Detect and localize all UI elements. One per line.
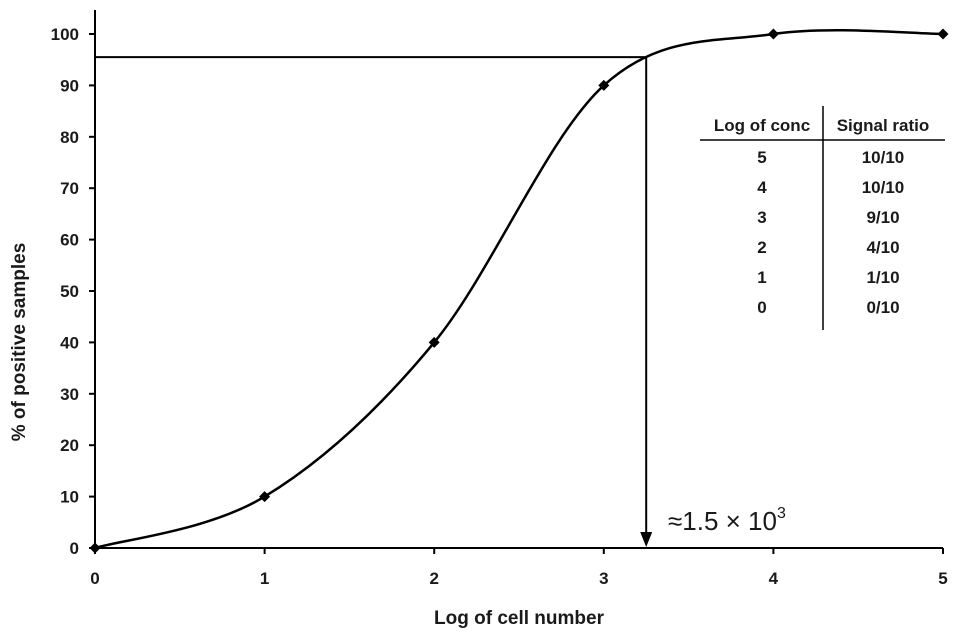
x-ticks: 0 1 2 3 4 5 (90, 548, 948, 588)
x-tick-label: 2 (429, 569, 438, 588)
y-tick-label: 60 (60, 231, 79, 250)
y-tick-label: 10 (60, 488, 79, 507)
table-cell-conc: 5 (757, 148, 766, 167)
table-cell-conc: 4 (757, 178, 767, 197)
data-point-marker (89, 542, 101, 554)
x-tick-label: 3 (599, 569, 608, 588)
table-cell-ratio: 4/10 (866, 238, 899, 257)
data-point-marker (598, 79, 610, 91)
data-point-marker (767, 28, 779, 40)
table-cell-conc: 3 (757, 208, 766, 227)
y-tick-label: 40 (60, 333, 79, 352)
y-tick-label: 70 (60, 179, 79, 198)
series-curve (94, 28, 944, 550)
table-rows: 5 10/10 4 10/10 3 9/10 2 4/10 1 1/10 0 0/10 (757, 148, 904, 317)
y-tick-label: 30 (60, 385, 79, 404)
table-header-ratio: Signal ratio (837, 116, 930, 135)
data-point-marker (937, 28, 949, 40)
data-point-marker (428, 336, 440, 348)
x-tick-label: 5 (938, 569, 947, 588)
annotation-text: ≈1.5 × 10 (668, 506, 777, 536)
series-markers (89, 28, 949, 554)
table-cell-conc: 1 (757, 268, 766, 287)
annotation-superscript: 3 (777, 505, 786, 522)
table-cell-ratio: 10/10 (862, 178, 905, 197)
y-tick-label: 20 (60, 436, 79, 455)
inset-table: Log of conc Signal ratio 5 10/104 10/103 9/… (700, 106, 945, 330)
table-cell-ratio: 0/10 (866, 298, 899, 317)
table-cell-ratio: 1/10 (866, 268, 899, 287)
y-tick-label: 90 (60, 76, 79, 95)
x-axis-title: Log of cell number (434, 608, 605, 629)
table-cell-conc: 2 (757, 238, 766, 257)
table-cell-ratio: 10/10 (862, 148, 905, 167)
y-tick-label: 50 (60, 282, 79, 301)
y-tick-label: 80 (60, 128, 79, 147)
y-ticks: 0 10 20 30 40 50 60 70 80 90 100 (51, 25, 95, 558)
threshold-annotation: ≈1.5 × 103 (668, 505, 786, 536)
x-tick-label: 1 (260, 569, 269, 588)
x-tick-label: 0 (90, 569, 99, 588)
y-axis-title: % of positive samples (9, 243, 30, 442)
table-cell-ratio: 9/10 (866, 208, 899, 227)
table-cell-conc: 0 (757, 298, 766, 317)
data-point-marker (259, 491, 271, 503)
x-tick-label: 4 (769, 569, 779, 588)
arrow-head-icon (640, 532, 653, 547)
table-header-conc: Log of conc (714, 116, 810, 135)
y-tick-label: 0 (70, 539, 79, 558)
y-tick-label: 100 (51, 25, 79, 44)
